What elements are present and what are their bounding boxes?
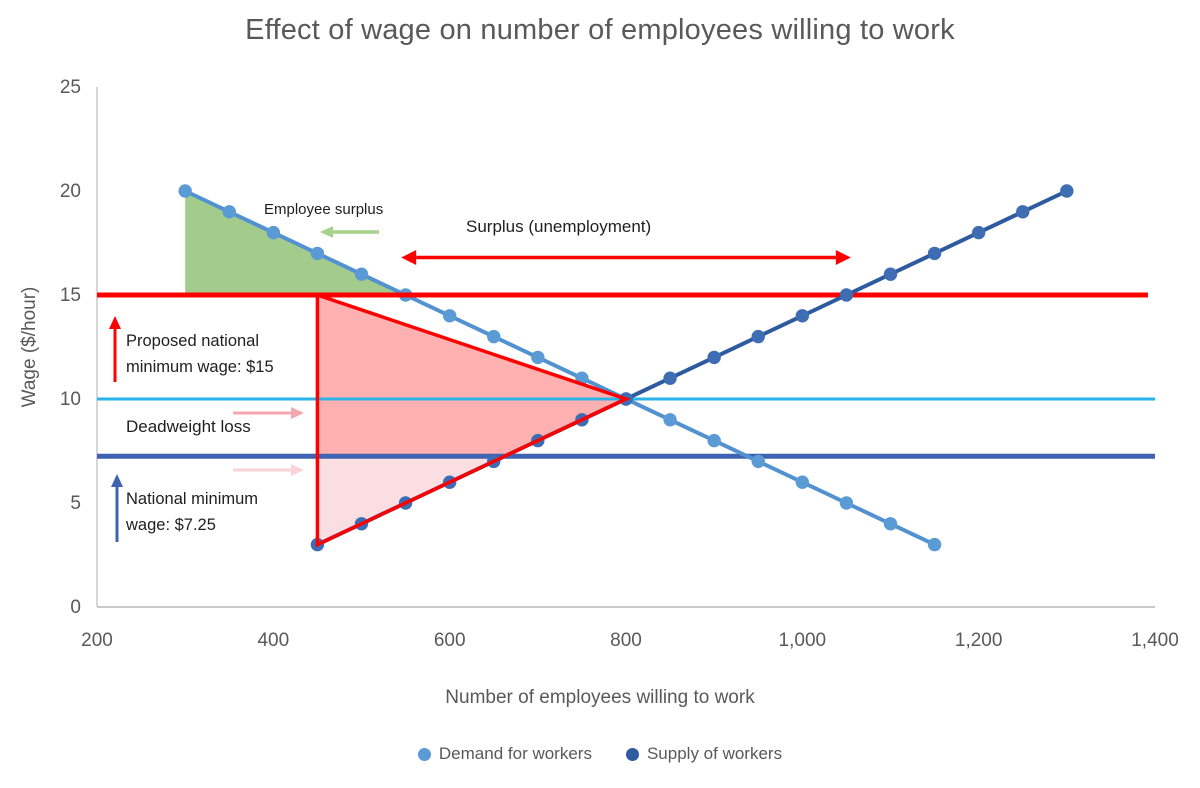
demand-marker — [310, 246, 325, 261]
employee-surplus-label: Employee surplus — [264, 201, 384, 218]
demand-marker — [751, 454, 765, 469]
supply-marker — [795, 309, 810, 323]
proposed-minimum-wage-label: Proposed national minimum wage: $15 — [126, 332, 274, 377]
demand-marker — [795, 475, 810, 489]
y-tick-label: 5 — [70, 493, 81, 514]
surplus-range-arrow-head-icon — [835, 250, 851, 266]
x-tick-label: 1,200 — [955, 630, 1003, 651]
x-tick-label: 200 — [81, 630, 113, 651]
supply-series-icon — [625, 747, 639, 761]
supply-marker — [971, 225, 986, 240]
supply-marker — [883, 267, 898, 281]
demand-marker — [354, 267, 369, 281]
demand-marker — [442, 309, 457, 323]
y-tick-label: 20 — [60, 181, 81, 202]
supply-marker — [1016, 205, 1030, 219]
chart-legend: Demand for workers Supply of workers — [0, 744, 1200, 764]
demand-marker — [222, 205, 236, 219]
legend-label-supply: Supply of workers — [646, 744, 783, 763]
x-tick-label: 400 — [257, 630, 289, 651]
demand-marker — [707, 433, 721, 448]
legend-item-demand: Demand for workers — [417, 744, 592, 764]
x-tick-label: 1,000 — [779, 630, 827, 651]
national-wage-arrow-head-icon — [111, 474, 123, 487]
deadweight-loss-upper-area — [317, 295, 626, 457]
deadweight-loss-label: Deadweight loss — [126, 417, 251, 436]
x-tick-label: 600 — [434, 630, 466, 651]
demand-line — [183, 189, 937, 547]
surplus-unemployment-label: Surplus (unemployment) — [466, 217, 652, 236]
deadweight-loss-outline — [315, 292, 631, 548]
deadweight-loss-arrow-2-head-icon — [291, 464, 304, 476]
demand-marker — [531, 350, 545, 365]
y-tick-label: 15 — [60, 285, 81, 306]
supply-marker — [1060, 184, 1074, 198]
legend-label-demand: Demand for workers — [438, 744, 592, 763]
supply-marker — [751, 329, 765, 344]
demand-marker — [927, 537, 942, 552]
demand-marker — [883, 517, 898, 531]
supply-marker — [707, 350, 721, 365]
demand-marker — [487, 329, 501, 344]
demand-marker — [839, 496, 854, 510]
x-tick-label: 800 — [610, 630, 642, 651]
deadweight-loss-arrow-head-icon — [291, 407, 304, 419]
demand-series-icon — [417, 747, 431, 761]
y-tick-label: 0 — [70, 597, 81, 618]
demand-marker — [178, 184, 192, 198]
surplus-range-arrow-head-icon — [401, 250, 417, 266]
demand-marker — [663, 413, 677, 427]
y-tick-label: 10 — [60, 389, 81, 410]
national-minimum-wage-label: National minimum wage: $7.25 — [126, 490, 259, 535]
demand-marker — [266, 225, 281, 240]
y-axis-title: Wage ($/hour) — [19, 286, 40, 408]
supply-marker — [927, 246, 942, 261]
chart-title: Effect of wage on number of employees wi… — [245, 14, 955, 46]
x-axis-title: Number of employees willing to work — [445, 687, 755, 708]
proposed-wage-arrow-head-icon — [109, 316, 121, 329]
supply-marker — [663, 371, 677, 385]
x-tick-label: 1,400 — [1131, 630, 1179, 651]
legend-item-supply: Supply of workers — [625, 744, 783, 764]
y-tick-label: 25 — [60, 77, 81, 98]
supply-marker — [839, 288, 854, 302]
employee-surplus-arrow-head-icon — [320, 226, 333, 238]
